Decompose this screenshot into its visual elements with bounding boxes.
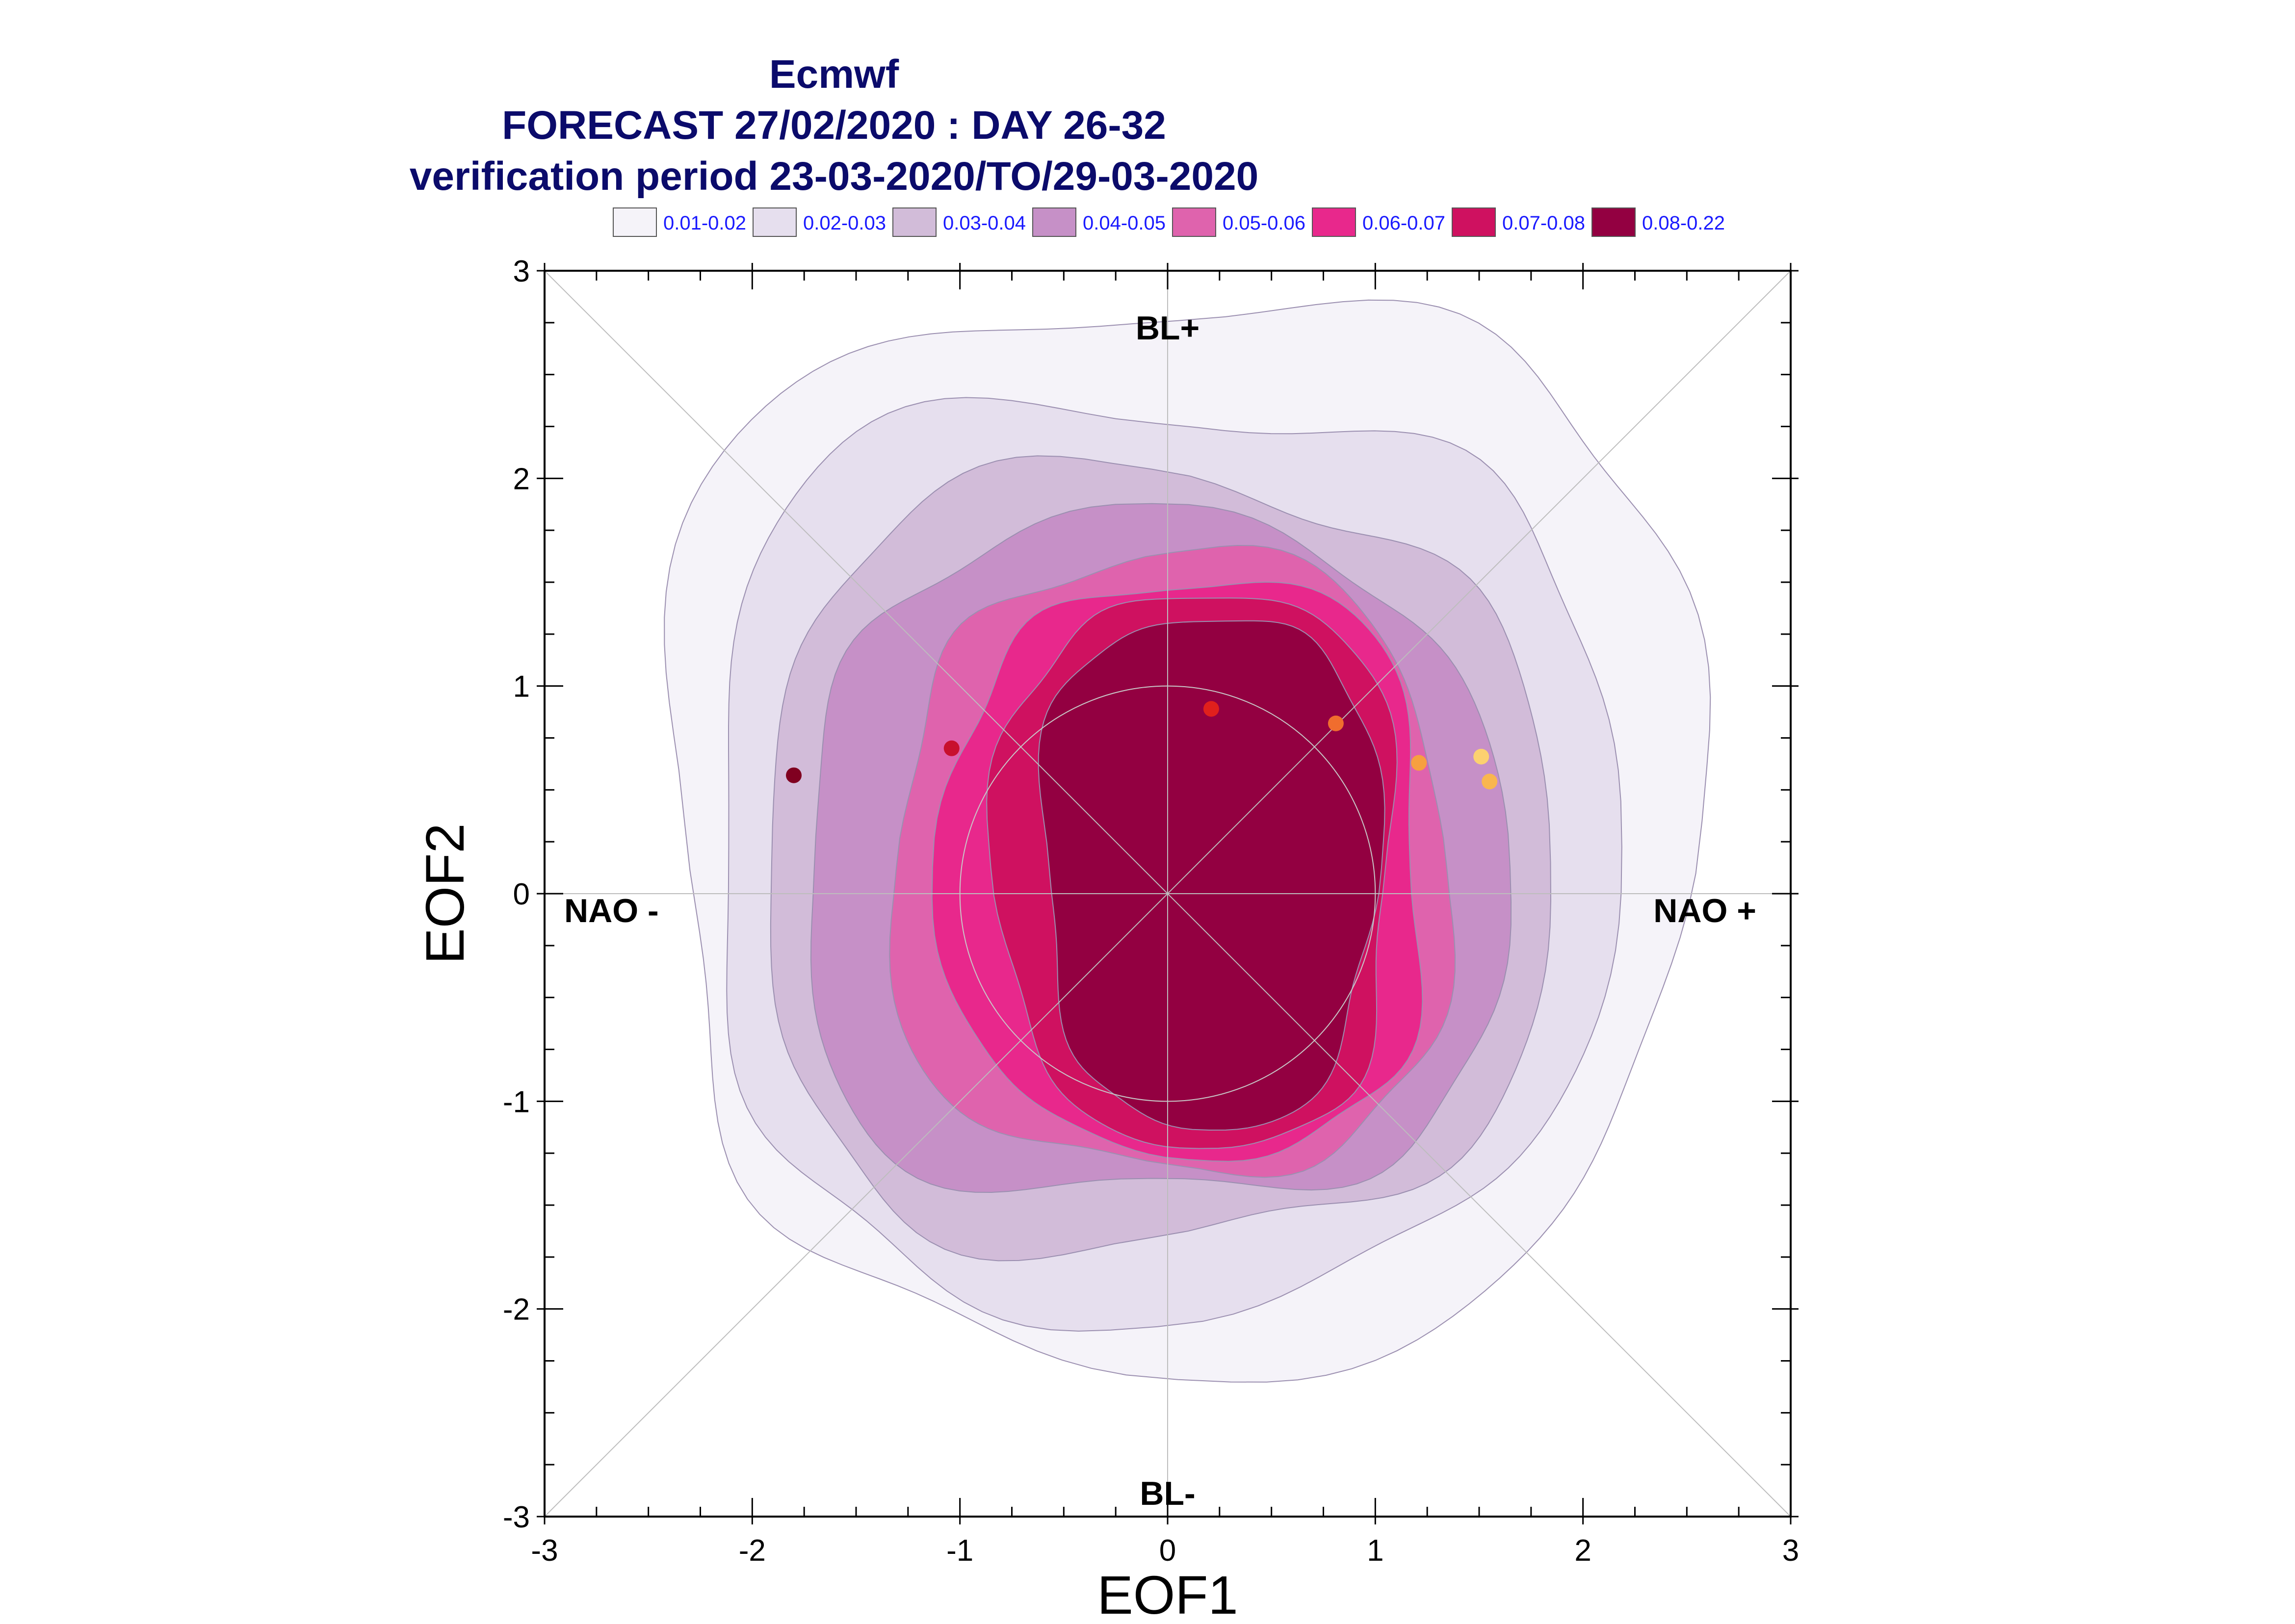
title-line-2: FORECAST 27/02/2020 : DAY 26-32 — [502, 103, 1166, 148]
x-tick-label: 2 — [1574, 1534, 1591, 1568]
legend-swatch — [1032, 207, 1076, 237]
axis-labels: EOF1 EOF2 — [415, 823, 1238, 1624]
x-axis-label: EOF1 — [1097, 1565, 1238, 1624]
x-tick-label: -3 — [531, 1534, 558, 1568]
y-tick-label: -1 — [503, 1085, 530, 1119]
legend-swatch — [753, 207, 797, 237]
y-tick-label: 3 — [513, 255, 530, 288]
data-point — [1473, 748, 1489, 765]
regime-label-right: NAO + — [1653, 892, 1756, 929]
regime-labels: BL+ BL- NAO - NAO + — [564, 309, 1756, 1512]
data-points — [786, 701, 1498, 790]
contour-level — [1038, 620, 1385, 1131]
data-point — [1411, 755, 1427, 771]
legend-swatch — [613, 207, 657, 237]
reference-circle — [959, 685, 1376, 1102]
y-tick-label: -3 — [503, 1500, 530, 1534]
legend: 0.01-0.02 0.02-0.03 0.03-0.04 0.04-0.05 0.05… — [613, 207, 1725, 237]
data-point — [1482, 773, 1498, 790]
y-tick-label: 0 — [513, 877, 530, 911]
legend-label: 0.01-0.02 — [663, 212, 746, 234]
legend-label: 0.03-0.04 — [943, 212, 1026, 234]
legend-label: 0.04-0.05 — [1083, 212, 1166, 234]
data-point — [786, 767, 802, 783]
y-tick-label: 1 — [513, 670, 530, 704]
data-point — [1203, 701, 1219, 717]
y-tick-label: -2 — [503, 1293, 530, 1327]
data-point — [943, 740, 960, 756]
regime-label-bottom: BL- — [1140, 1475, 1195, 1512]
legend-label: 0.07-0.08 — [1502, 212, 1585, 234]
legend-label: 0.08-0.22 — [1642, 212, 1725, 234]
y-axis-label: EOF2 — [415, 823, 475, 964]
legend-swatch — [892, 207, 937, 237]
regime-label-left: NAO - — [564, 892, 659, 929]
x-tick-label: -2 — [739, 1534, 766, 1568]
axis-ticks: -3 -2 -1 0 1 2 3 -3 -2 -1 0 1 2 3 — [503, 255, 1799, 1568]
data-point — [1328, 715, 1344, 731]
legend-label: 0.02-0.03 — [803, 212, 886, 234]
legend-label: 0.05-0.06 — [1223, 212, 1305, 234]
x-tick-label: 3 — [1782, 1534, 1799, 1568]
x-tick-label: -1 — [946, 1534, 973, 1568]
legend-swatch — [1172, 207, 1216, 237]
y-tick-label: 2 — [513, 462, 530, 496]
title-line-3: verification period 23-03-2020/TO/29-03-… — [409, 154, 1259, 199]
legend-swatch — [1452, 207, 1496, 237]
legend-swatch — [1591, 207, 1636, 237]
regime-label-top: BL+ — [1136, 309, 1200, 347]
chart-title: Ecmwf FORECAST 27/02/2020 : DAY 26-32 ve… — [0, 49, 1668, 202]
reference-lines — [544, 270, 1791, 1517]
x-tick-label: 0 — [1159, 1534, 1176, 1568]
title-line-1: Ecmwf — [769, 52, 899, 97]
x-tick-label: 1 — [1367, 1534, 1383, 1568]
legend-label: 0.06-0.07 — [1362, 212, 1445, 234]
legend-swatch — [1312, 207, 1356, 237]
density-contours — [664, 299, 1711, 1383]
